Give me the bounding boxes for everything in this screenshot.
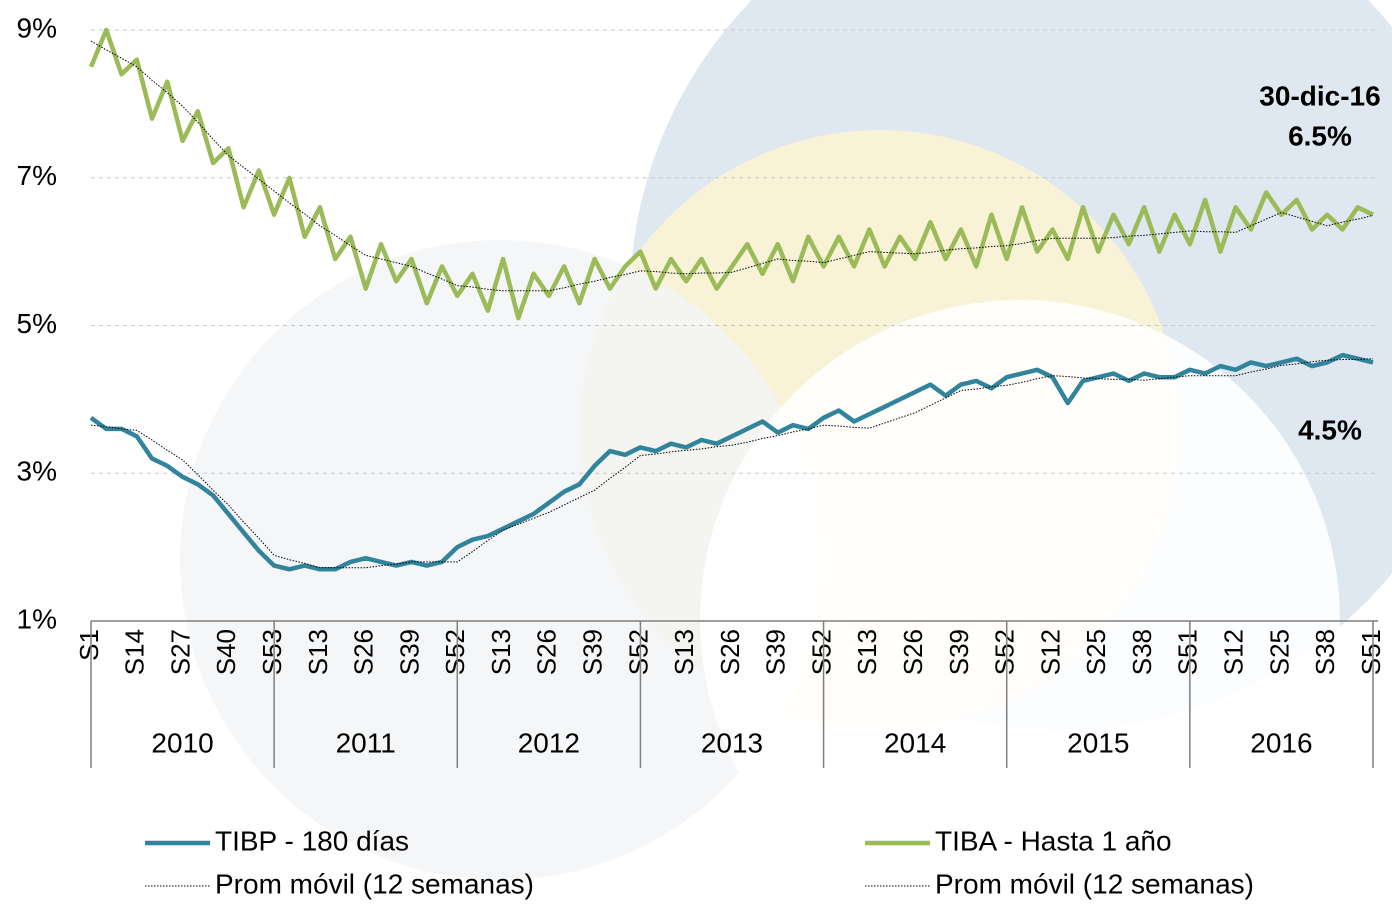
y-tick-label: 7%: [17, 160, 57, 191]
bg-circle: [700, 300, 1340, 907]
x-tick-label: S13: [303, 629, 333, 675]
year-label: 2012: [518, 727, 580, 758]
year-label: 2011: [336, 727, 396, 758]
x-tick-label: S12: [1219, 629, 1249, 675]
series-line: [88, 27, 1374, 321]
x-tick-label: S26: [349, 629, 379, 675]
annotation-tibp: 4.5%: [1298, 414, 1362, 445]
x-tick-label: S51: [1173, 629, 1203, 675]
x-tick-label: S40: [211, 629, 241, 675]
series-line: [90, 40, 1374, 292]
year-label: 2015: [1067, 727, 1129, 758]
x-tick-label: S26: [532, 629, 562, 675]
x-tick-label: S38: [1310, 629, 1340, 675]
x-tick-label: S25: [1081, 629, 1111, 675]
series-line: [89, 352, 1374, 572]
x-tick-label: S38: [1127, 629, 1157, 675]
x-tick-label: S25: [1264, 629, 1294, 675]
x-tick-label: S52: [623, 629, 653, 675]
y-tick-label: 9%: [17, 12, 57, 43]
legend-label: TIBA - Hasta 1 año: [935, 825, 1172, 856]
y-tick-label: 1%: [17, 603, 57, 634]
x-tick-label: S27: [165, 629, 195, 675]
legend-label: Prom móvil (12 semanas): [215, 868, 534, 899]
x-tick-label: S14: [120, 629, 150, 675]
x-tick-label: S26: [898, 629, 928, 675]
series-line: [90, 358, 1374, 569]
legend-label: Prom móvil (12 semanas): [935, 868, 1254, 899]
legend-label: TIBP - 180 días: [215, 825, 409, 856]
x-tick-label: S53: [257, 629, 287, 675]
bg-circle: [180, 240, 820, 880]
y-tick-label: 3%: [17, 456, 57, 487]
x-tick-label: S13: [669, 629, 699, 675]
x-tick-label: S52: [806, 629, 836, 675]
x-tick-label: S39: [394, 629, 424, 675]
annotation-date: 30-dic-16: [1259, 80, 1380, 111]
x-tick-label: S39: [761, 629, 791, 675]
annotation-tiba: 6.5%: [1288, 120, 1352, 151]
year-label: 2016: [1250, 727, 1312, 758]
x-tick-label: S51: [1356, 629, 1386, 675]
x-tick-label: S52: [440, 629, 470, 675]
x-tick-label: S12: [1035, 629, 1065, 675]
x-tick-label: S39: [944, 629, 974, 675]
x-tick-label: S13: [486, 629, 516, 675]
x-tick-label: S13: [852, 629, 882, 675]
x-tick-label: S1: [74, 629, 104, 661]
x-tick-label: S26: [715, 629, 745, 675]
year-label: 2014: [884, 727, 946, 758]
x-tick-label: S52: [990, 629, 1020, 675]
year-label: 2010: [151, 727, 213, 758]
x-tick-label: S39: [578, 629, 608, 675]
y-tick-label: 5%: [17, 308, 57, 339]
background: [180, 0, 1392, 907]
year-label: 2013: [701, 727, 763, 758]
